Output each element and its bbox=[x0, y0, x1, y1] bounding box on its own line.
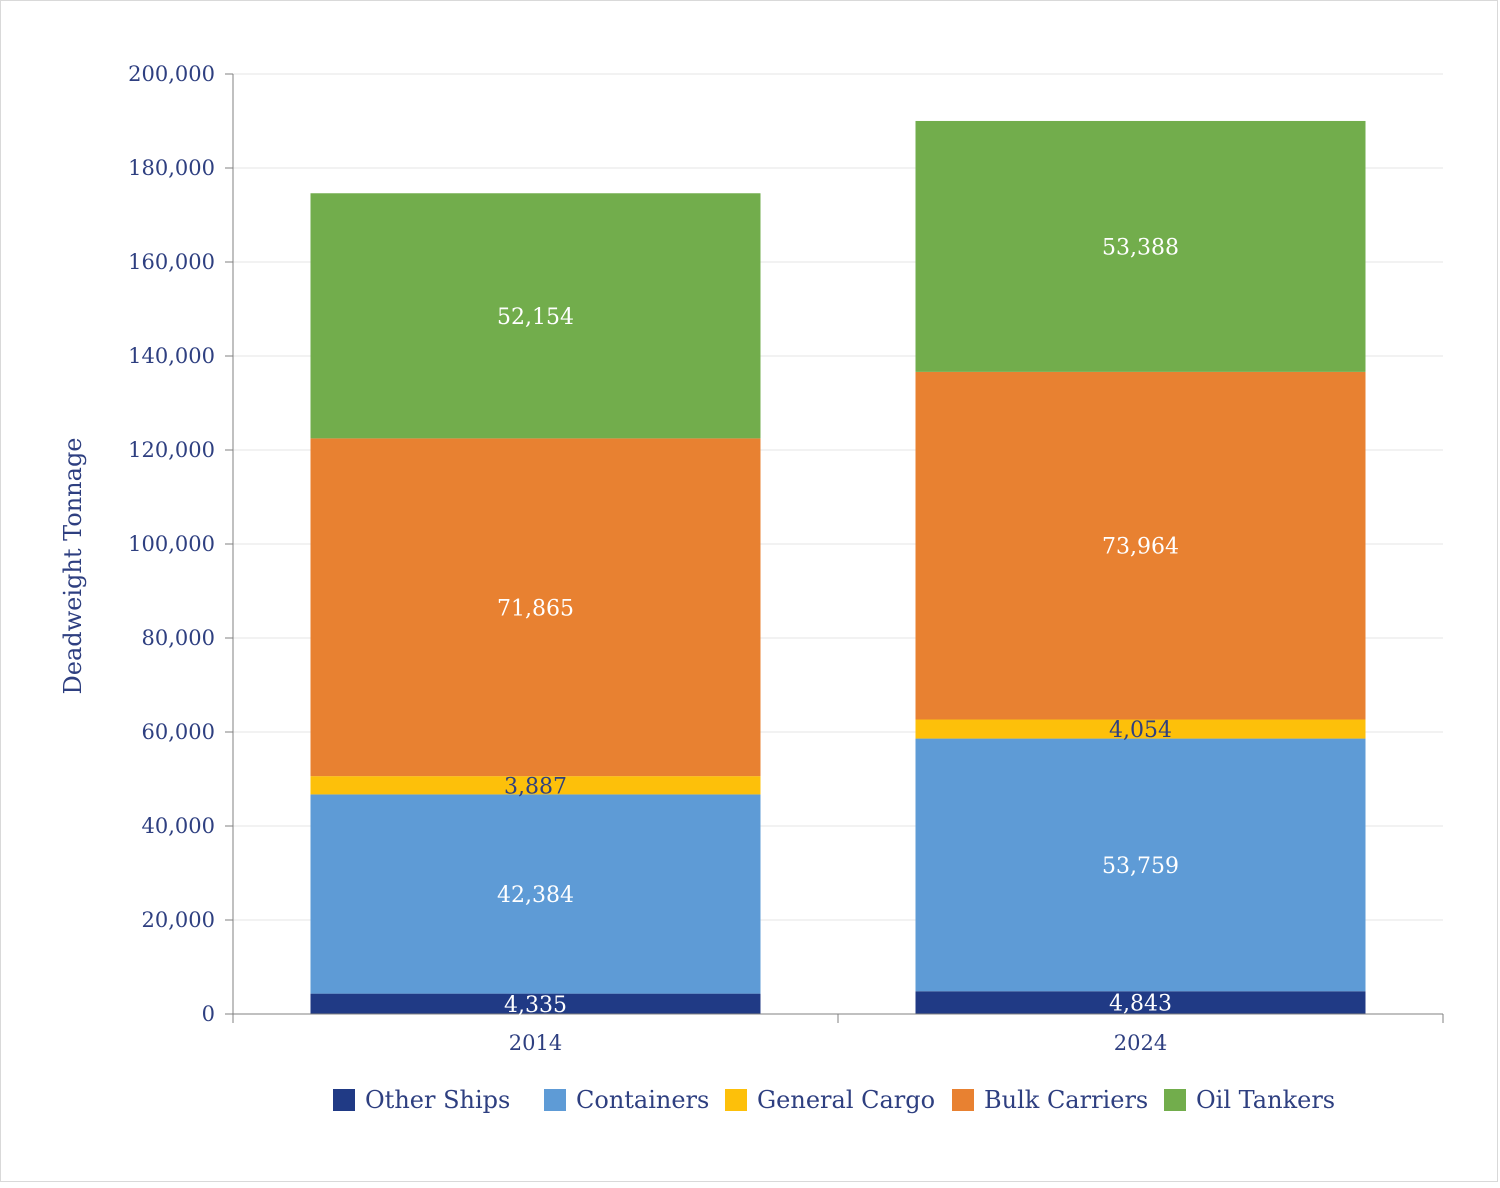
bar-segment-bulk-carriers-2014 bbox=[310, 438, 761, 777]
data-label: 71,865 bbox=[497, 596, 574, 621]
bars bbox=[310, 120, 1366, 1014]
bar-segment-oil-tankers-2024 bbox=[915, 120, 1366, 372]
legend-label: Containers bbox=[576, 1086, 709, 1114]
data-label: 53,388 bbox=[1102, 235, 1179, 260]
bar-segment-bulk-carriers-2024 bbox=[915, 371, 1366, 720]
y-tick-label: 20,000 bbox=[142, 908, 215, 932]
legend-swatch bbox=[1164, 1089, 1186, 1111]
y-tick-label: 60,000 bbox=[142, 720, 215, 744]
data-label: 73,964 bbox=[1102, 535, 1179, 560]
y-tick-label: 80,000 bbox=[142, 626, 215, 650]
data-labels: 4,335 42,384 3,887 71,865 52,154 4,843 53,759 4… bbox=[497, 235, 1179, 1017]
data-label: 52,154 bbox=[497, 305, 574, 330]
data-label: 42,384 bbox=[497, 883, 574, 908]
y-tick-label: 200,000 bbox=[128, 62, 215, 86]
y-tick-label: 180,000 bbox=[128, 156, 215, 180]
bar-segment-general-cargo-2024 bbox=[915, 719, 1366, 739]
data-label: 4,335 bbox=[504, 993, 567, 1018]
y-tick-label: 40,000 bbox=[142, 814, 215, 838]
legend-label: General Cargo bbox=[757, 1086, 935, 1114]
x-tick-label: 2014 bbox=[509, 1031, 562, 1055]
legend-swatch bbox=[952, 1089, 974, 1111]
legend-swatch bbox=[725, 1089, 747, 1111]
legend-swatch bbox=[544, 1089, 566, 1111]
legend-label: Bulk Carriers bbox=[984, 1086, 1148, 1114]
y-tick-label: 100,000 bbox=[128, 532, 215, 556]
y-tick-label: 160,000 bbox=[128, 250, 215, 274]
bar-segment-other-ships-2024 bbox=[915, 991, 1366, 1014]
legend-label: Other Ships bbox=[365, 1086, 510, 1114]
data-label: 53,759 bbox=[1102, 854, 1179, 879]
data-label: 3,887 bbox=[504, 774, 567, 799]
x-tick-label: 2024 bbox=[1114, 1031, 1167, 1055]
legend-swatch bbox=[333, 1089, 355, 1111]
bar-segment-general-cargo-2014 bbox=[310, 776, 761, 795]
bar-segment-containers-2024 bbox=[915, 738, 1366, 992]
y-tick-label: 0 bbox=[202, 1002, 215, 1026]
legend: Other Ships Containers General Cargo Bulk C… bbox=[333, 1086, 1335, 1114]
bar-segment-other-ships-2014 bbox=[310, 993, 761, 1014]
y-tick-label: 120,000 bbox=[128, 438, 215, 462]
data-label: 4,843 bbox=[1109, 992, 1172, 1017]
axes: 0 20,000 40,000 60,000 80,000 100,000 120,000 1… bbox=[128, 62, 1444, 1055]
bar-segment-oil-tankers-2014 bbox=[310, 193, 761, 439]
bar-segment-containers-2014 bbox=[310, 794, 761, 994]
legend-label: Oil Tankers bbox=[1196, 1086, 1335, 1114]
y-axis-label: Deadweight Tonnage bbox=[59, 437, 87, 694]
data-label: 4,054 bbox=[1109, 718, 1172, 743]
y-tick-label: 140,000 bbox=[128, 344, 215, 368]
